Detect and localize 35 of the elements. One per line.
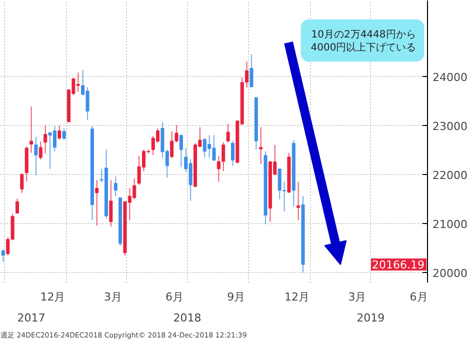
candlestick xyxy=(1,249,5,262)
candlestick xyxy=(230,140,234,166)
y-tick-label: 21000 xyxy=(432,218,468,232)
candlestick xyxy=(62,128,66,140)
candlestick xyxy=(95,180,99,226)
x-tick-label: 6月 xyxy=(410,290,428,304)
annotation: 10月の2万4448円から 4000円以上下げている xyxy=(310,29,416,54)
candlestick xyxy=(259,126,263,165)
y-tick-label: 22000 xyxy=(432,169,468,182)
x2-tick-label: 2019 xyxy=(356,312,385,324)
x2-tick-label: 2017 xyxy=(17,312,46,324)
candlestick xyxy=(250,54,254,88)
candlestick xyxy=(38,141,42,160)
candlestick xyxy=(109,180,113,228)
x2-tick-label: 2018 xyxy=(173,312,202,324)
x-tick-label: 12月 xyxy=(40,290,66,304)
y-tick-label: 20000 xyxy=(432,267,468,280)
candlestick xyxy=(34,136,38,176)
x-tick-label: 12月 xyxy=(284,290,310,304)
candlestick xyxy=(114,176,118,197)
x-tick-label: 3月 xyxy=(348,290,366,304)
candlestick xyxy=(179,134,183,168)
candlestick xyxy=(296,181,300,221)
y-tick-label: 24000 xyxy=(432,71,468,84)
candlestick xyxy=(30,106,34,154)
candlestick xyxy=(44,125,48,154)
x-tick-label: 6月 xyxy=(166,290,184,304)
y-tick-label: 23000 xyxy=(432,120,468,134)
annotation: 20166.19 xyxy=(372,258,425,272)
candlestick xyxy=(20,172,24,194)
candlestick xyxy=(58,125,62,140)
x-tick-label: 9月 xyxy=(227,290,246,304)
x-tick-label: 3月 xyxy=(104,290,122,304)
candlestick xyxy=(226,124,230,143)
candlestick xyxy=(15,198,19,214)
